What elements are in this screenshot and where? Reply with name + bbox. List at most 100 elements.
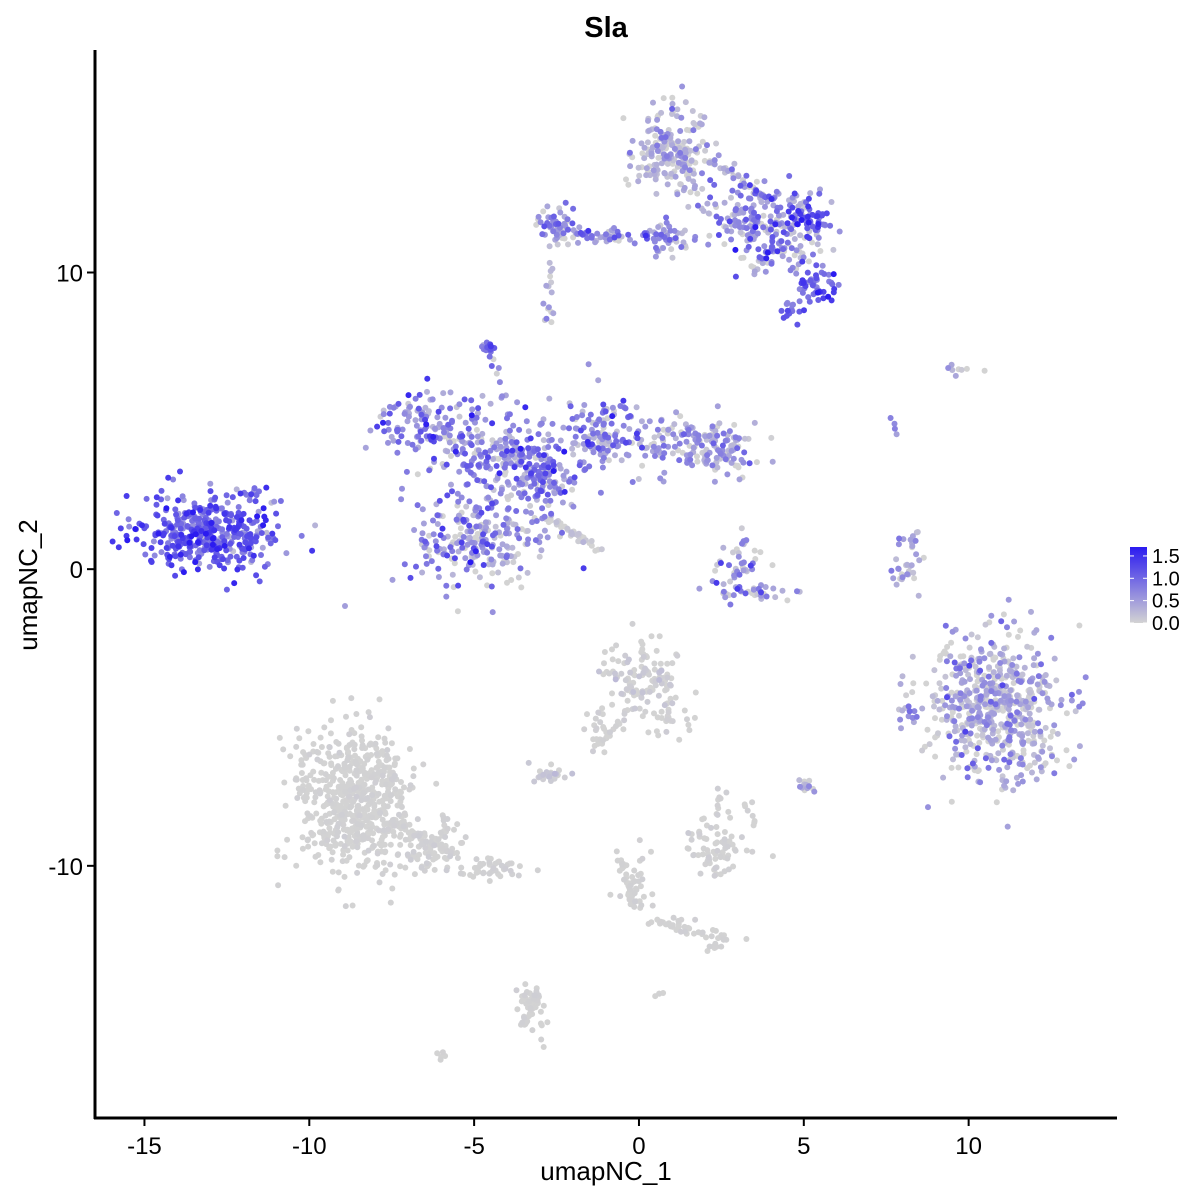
scatter-point [794,588,800,595]
scatter-point [607,729,613,736]
scatter-point [148,545,155,551]
scatter-point [172,506,179,513]
scatter-point [627,413,634,419]
scatter-point [459,446,466,453]
scatter-point [976,739,983,746]
scatter-point [659,435,666,441]
scatter-point [714,831,721,838]
scatter-point [383,781,389,788]
scatter-point [382,848,389,855]
scatter-point [473,856,480,863]
scatter-point [912,537,919,544]
scatter-point [481,478,488,485]
scatter-point [353,711,360,717]
scatter-point [126,523,133,530]
scatter-point [664,660,671,667]
scatter-point [287,753,294,760]
scatter-point [949,628,956,635]
scatter-point [198,528,205,534]
scatter-point [664,181,671,188]
scatter-point [636,172,643,179]
scatter-point [207,502,214,509]
scatter-point [258,552,264,558]
scatter-point [791,236,798,242]
scatter-point [595,445,602,452]
axes [93,50,1117,1120]
scatter-point [440,425,447,431]
scatter-point [341,783,348,790]
scatter-point [324,837,331,844]
scatter-point [596,416,603,423]
scatter-point [351,741,358,748]
scatter-point [375,790,382,797]
scatter-point [760,212,767,219]
scatter-point [513,475,520,482]
scatter-point [769,853,776,860]
scatter-point [312,853,319,860]
scatter-point [581,434,587,440]
scatter-point [306,751,313,758]
scatter-point [331,816,338,823]
scatter-point [942,673,949,680]
scatter-point [1014,709,1021,716]
scatter-point [626,896,633,903]
scatter-point [621,710,628,717]
scatter-point [993,757,1000,764]
scatter-point [407,856,414,863]
scatter-point [527,435,534,442]
scatter-point [274,847,281,854]
scatter-point [988,612,995,619]
scatter-point [743,172,750,179]
scatter-point [396,811,402,818]
scatter-point [365,786,372,793]
scatter-point [731,421,738,428]
scatter-point [448,481,454,488]
scatter-point [384,747,391,753]
scatter-point [622,439,629,446]
scatter-point [368,752,375,758]
scatter-point [431,866,438,873]
scatter-point [509,447,516,454]
scatter-point [778,238,785,245]
scatter-point [540,771,547,778]
scatter-point [623,686,630,693]
scatter-point [688,157,695,164]
scatter-point [958,366,965,373]
scatter-point [466,498,473,505]
scatter-point [379,772,386,779]
scatter-point [629,479,636,485]
scatter-point [988,688,995,695]
scatter-point [281,854,288,861]
scatter-point [458,864,465,871]
scatter-point [560,230,567,237]
scatter-point [387,861,394,868]
scatter-point [172,553,179,560]
scatter-point [582,446,588,453]
scatter-point [669,450,676,457]
scatter-point [387,798,394,805]
scatter-point [353,772,360,779]
scatter-point [804,233,811,240]
scatter-point [624,697,631,704]
scatter-point [444,492,451,499]
scatter-point [966,690,973,697]
scatter-point [246,497,253,504]
scatter-point [644,139,651,146]
scatter-point [503,515,510,522]
scatter-point [422,426,429,432]
scatter-point [780,246,787,253]
scatter-point [697,870,704,877]
scatter-point [725,808,732,815]
scatter-point [924,726,931,733]
scatter-point [1042,724,1049,731]
scatter-point [669,254,676,261]
scatter-point [438,404,445,411]
scatter-point [805,219,812,226]
scatter-point [899,707,906,714]
scatter-point [797,783,803,790]
scatter-point [549,420,556,427]
scatter-point [618,670,625,677]
scatter-point [609,404,616,411]
scatter-point [414,471,421,478]
scatter-point [525,1013,532,1020]
